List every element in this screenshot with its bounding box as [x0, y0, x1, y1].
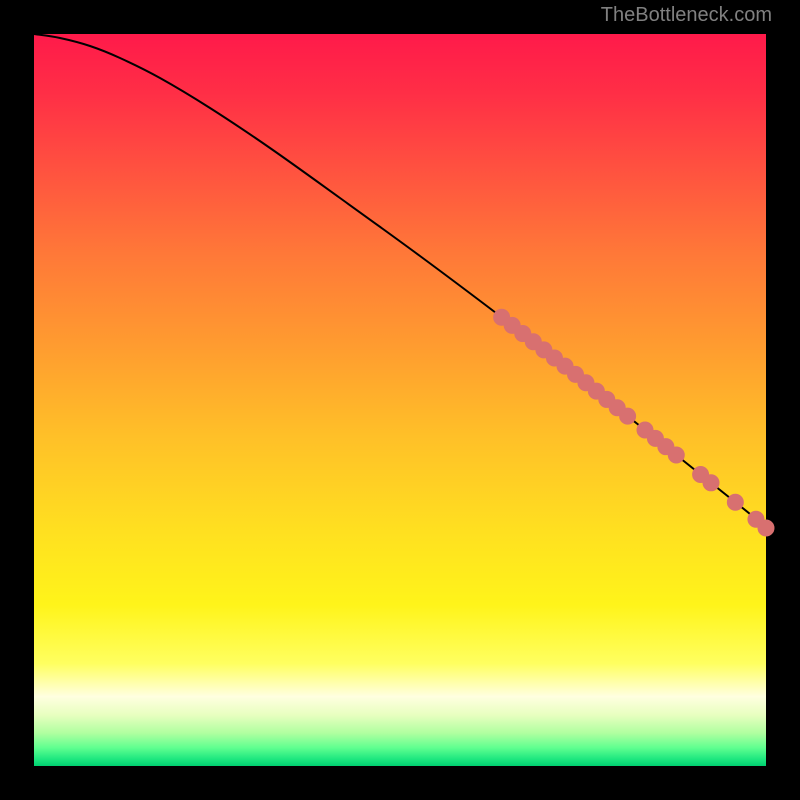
data-marker [620, 408, 636, 424]
chart-frame: TheBottleneck.com [0, 0, 800, 800]
watermark-label: TheBottleneck.com [601, 4, 772, 27]
curve-overlay [0, 0, 800, 800]
curve-line [34, 34, 766, 528]
data-marker [727, 494, 743, 510]
data-marker [758, 520, 774, 536]
data-marker [703, 475, 719, 491]
data-marker [668, 447, 684, 463]
